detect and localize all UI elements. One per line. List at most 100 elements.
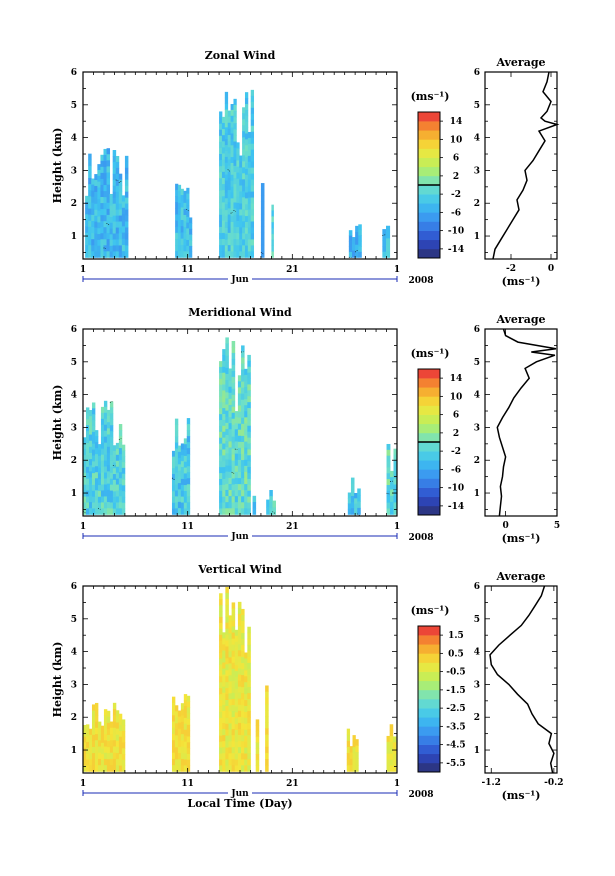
data-cell	[236, 245, 240, 252]
data-cell	[237, 447, 242, 455]
data-cell	[118, 719, 123, 726]
data-cell	[118, 197, 123, 204]
data-cell	[225, 694, 229, 701]
data-cell	[386, 238, 391, 246]
data-cell	[177, 495, 182, 503]
data-cell	[100, 737, 105, 744]
data-cell	[237, 429, 242, 437]
data-cell	[242, 245, 246, 252]
data-cell	[225, 741, 229, 748]
data-cell	[265, 759, 269, 766]
data-cell	[174, 735, 179, 742]
data-cell	[91, 443, 96, 450]
data-cell	[103, 734, 108, 741]
data-cell	[236, 196, 240, 204]
data-cell	[244, 411, 248, 418]
data-cell	[100, 742, 105, 749]
data-cell	[189, 223, 193, 230]
data-cell	[88, 190, 92, 197]
data-cell	[346, 753, 351, 760]
data-cell	[247, 149, 252, 157]
data-cell	[247, 693, 251, 700]
data-cell	[233, 245, 237, 252]
data-cell	[186, 484, 191, 491]
data-cell	[234, 700, 239, 707]
data-cell	[244, 204, 249, 211]
data-cell	[234, 735, 239, 743]
data-cell	[219, 402, 223, 409]
data-cell	[225, 441, 229, 448]
data-cell	[88, 434, 93, 442]
data-cell	[100, 245, 104, 252]
data-cell	[177, 489, 182, 496]
colorbar-band	[418, 212, 440, 222]
data-cell	[225, 465, 229, 473]
data-cell	[180, 496, 185, 503]
data-cell	[177, 765, 182, 772]
data-cell	[265, 685, 269, 693]
data-cell	[222, 437, 226, 444]
data-cell	[88, 239, 92, 246]
data-cell	[231, 394, 236, 402]
data-cell	[83, 449, 87, 456]
data-cell	[225, 610, 229, 618]
x-tick-label: 11	[181, 265, 194, 275]
data-cell	[221, 184, 226, 191]
data-segment	[271, 204, 274, 258]
data-cell	[222, 396, 226, 403]
data-cell	[242, 173, 246, 180]
y-tick-label: 1	[71, 232, 77, 242]
data-cell	[91, 740, 96, 748]
data-cell	[234, 718, 239, 725]
data-cell	[231, 686, 236, 694]
data-cell	[225, 416, 229, 424]
data-cell	[237, 620, 242, 627]
data-cell	[219, 717, 223, 725]
data-cell	[386, 232, 391, 239]
data-cell	[94, 221, 98, 229]
data-cell	[97, 455, 102, 463]
data-cell	[225, 471, 229, 479]
x-axis-label: Local Time (Day)	[187, 797, 292, 810]
data-cell	[183, 705, 188, 713]
data-cell	[389, 730, 394, 737]
data-cell	[97, 727, 102, 735]
data-cell	[112, 161, 117, 169]
data-cell	[358, 224, 362, 231]
data-cell	[237, 735, 242, 742]
data-cell	[389, 741, 394, 749]
data-cell	[118, 251, 123, 258]
data-cell	[231, 346, 236, 354]
data-cell	[231, 759, 236, 766]
data-cell	[393, 454, 398, 462]
data-cell	[124, 185, 129, 193]
data-cell	[231, 400, 236, 408]
colorbar-tick-label: 6	[453, 154, 459, 164]
data-cell	[390, 483, 394, 490]
data-cell	[241, 741, 245, 748]
data-cell	[222, 662, 226, 669]
data-cell	[118, 173, 123, 181]
data-cell	[115, 508, 120, 515]
data-cell	[230, 168, 234, 176]
data-cell	[239, 203, 243, 210]
data-cell	[358, 235, 362, 242]
data-cell	[224, 245, 229, 252]
data-cell	[228, 627, 233, 634]
data-cell	[247, 396, 251, 403]
data-cell	[180, 740, 185, 747]
data-cell	[88, 489, 93, 497]
data-cell	[219, 214, 223, 222]
data-cell	[118, 508, 123, 515]
data-cell	[221, 116, 226, 124]
data-cell	[233, 153, 237, 161]
data-cell	[231, 341, 236, 348]
data-cell	[225, 392, 229, 399]
data-cell	[177, 196, 182, 204]
data-cell	[103, 185, 107, 192]
data-cell	[225, 628, 229, 635]
data-cell	[234, 712, 239, 719]
data-cell	[91, 508, 96, 515]
data-cell	[247, 668, 251, 676]
data-cell	[389, 759, 394, 766]
